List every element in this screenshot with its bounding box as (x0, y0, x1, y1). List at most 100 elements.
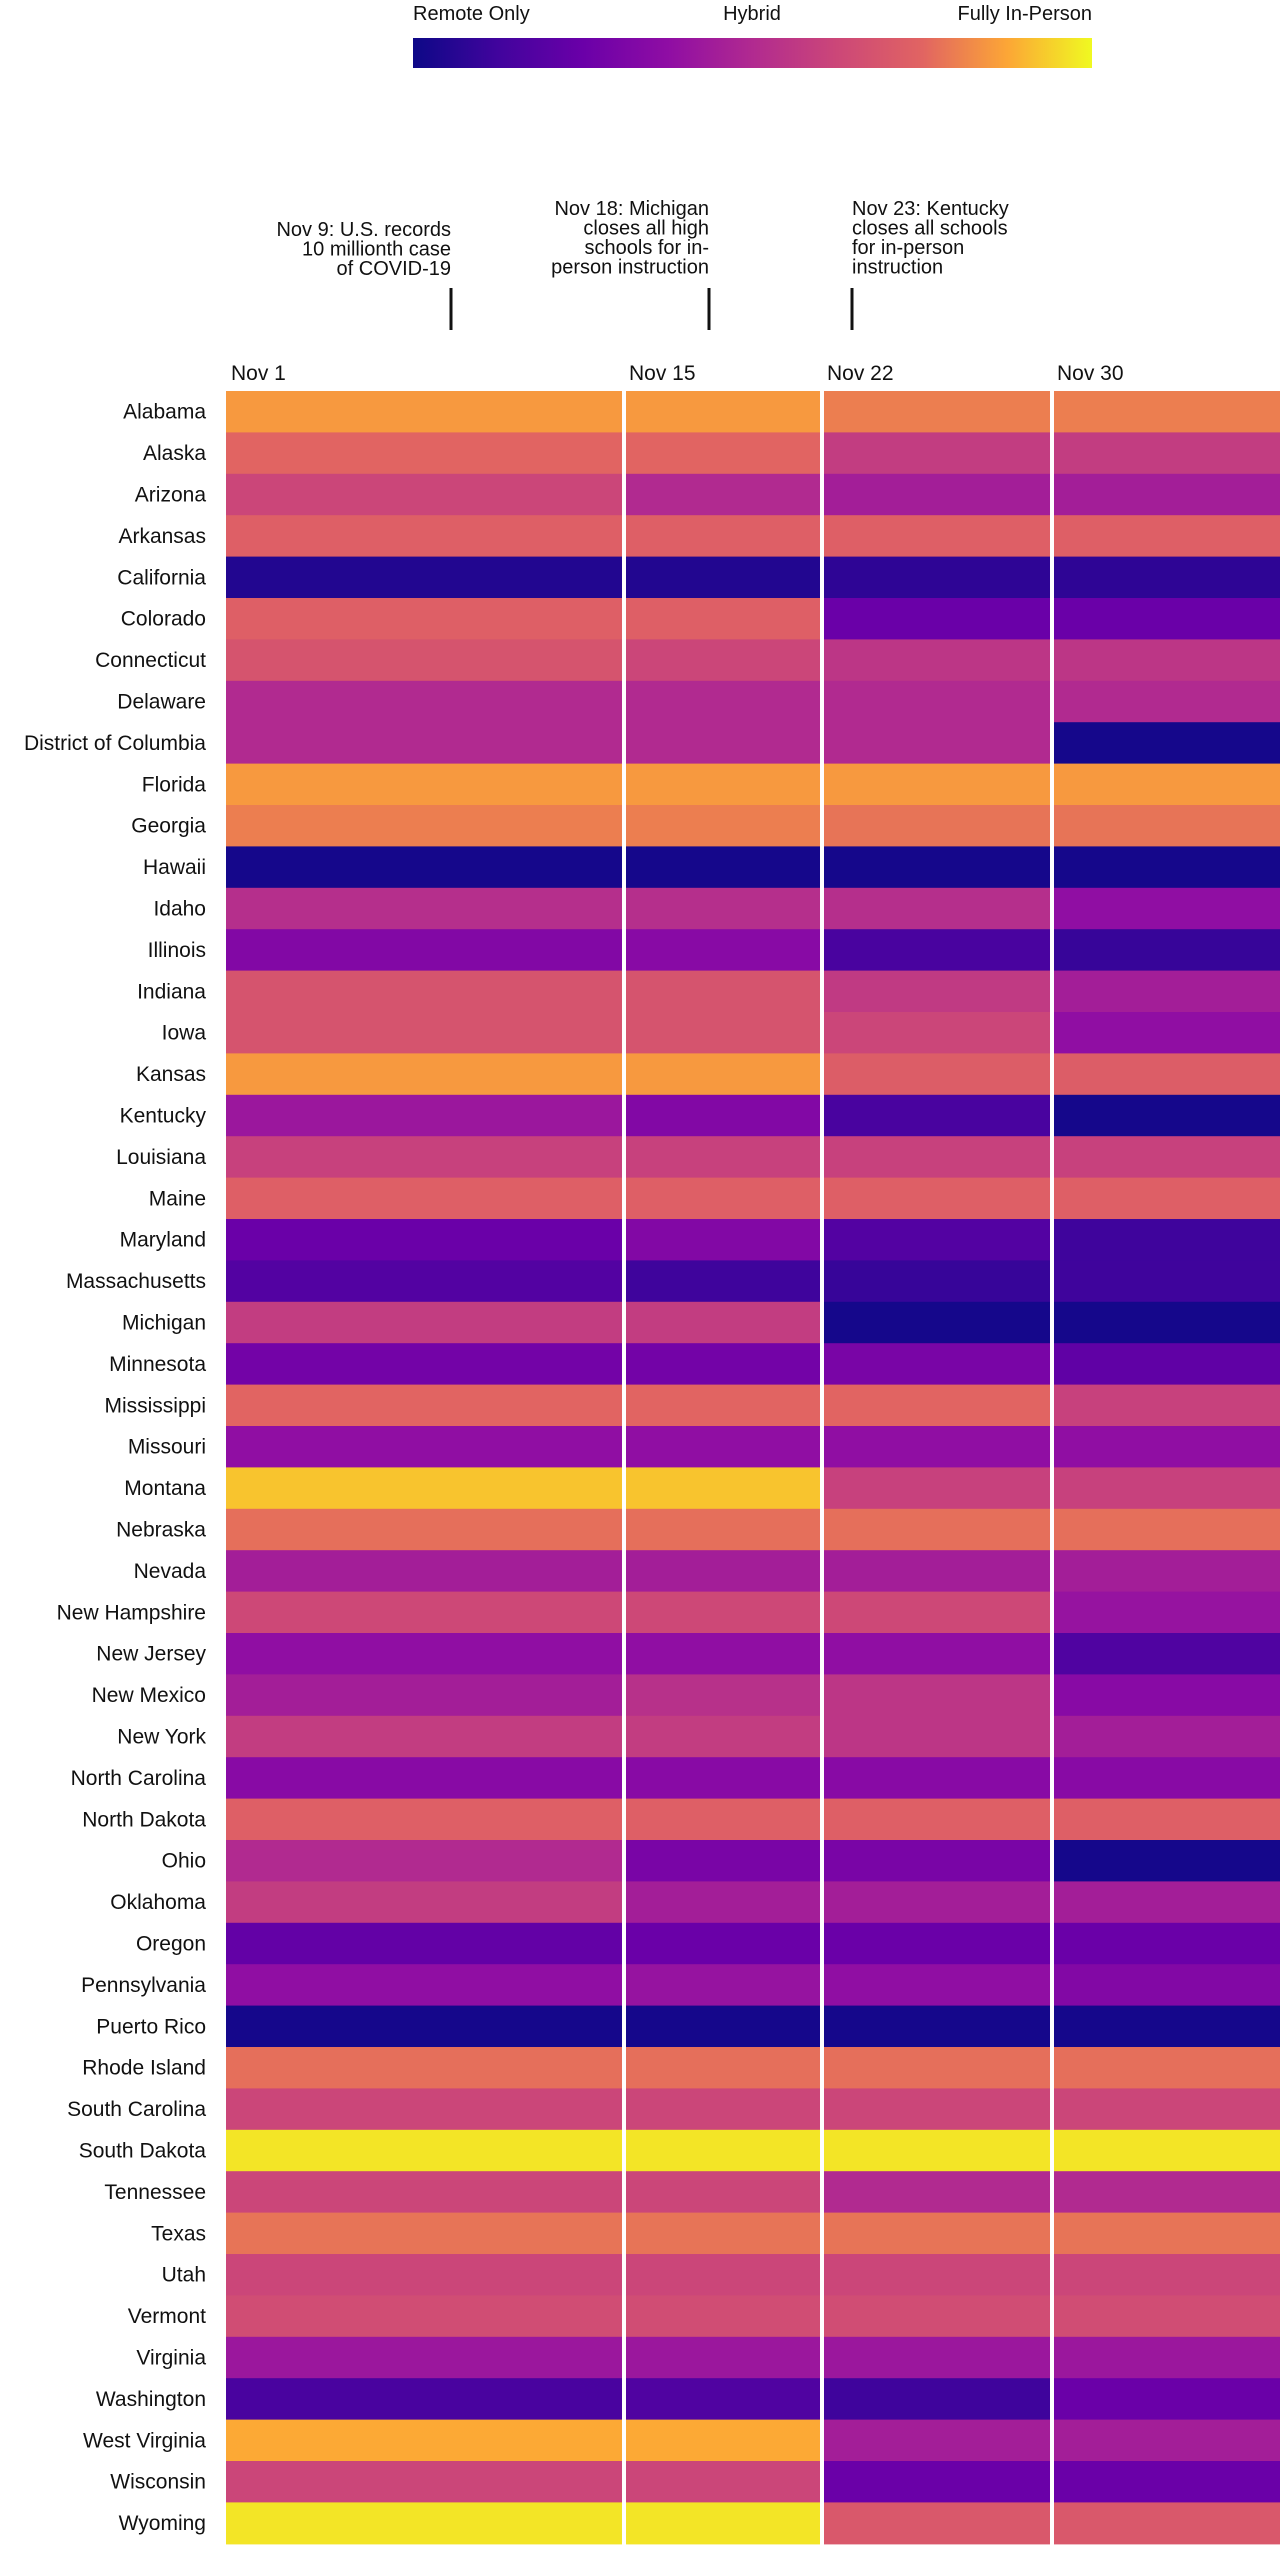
heatmap-cell (1052, 2336, 1280, 2379)
heatmap-cell (822, 2254, 1053, 2296)
row-label-connecticut: Connecticut (95, 649, 206, 672)
heatmap-cell (624, 2005, 823, 2048)
heatmap-cell (822, 473, 1053, 516)
heatmap-cell (822, 1798, 1053, 1841)
heatmap-cell (1052, 1301, 1280, 1344)
annotation-text-line: of COVID-19 (337, 258, 451, 280)
annotation-text-line: Nov 9: U.S. records (276, 219, 451, 241)
heatmap-cell (822, 391, 1053, 433)
heatmap-cell (624, 1426, 823, 1468)
annotation-text-line: schools for in- (585, 237, 710, 259)
row-label-hawaii: Hawaii (143, 856, 206, 879)
row-label-wyoming: Wyoming (119, 2512, 206, 2535)
heatmap-cell (822, 1467, 1053, 1510)
heatmap-cell (822, 2336, 1053, 2379)
heatmap-cell (1052, 1426, 1280, 1468)
heatmap-cell (624, 432, 823, 475)
heatmap-cell (1052, 556, 1280, 599)
heatmap-cell (822, 2461, 1053, 2503)
heatmap-cell (822, 1219, 1053, 1261)
row-label-delaware: Delaware (117, 691, 206, 714)
heatmap-cell (226, 1922, 625, 1965)
row-label-montana: Montana (124, 1477, 206, 1500)
heatmap-cell (822, 432, 1053, 475)
annotation-text-line: Nov 23: Kentucky (852, 198, 1009, 220)
heatmap-cell (1052, 1467, 1280, 1510)
annotation-text-line: person instruction (551, 257, 709, 279)
heatmap-cell (1052, 1591, 1280, 1634)
heatmap-cell (226, 722, 625, 765)
heatmap-cell (1052, 1384, 1280, 1427)
row-label-mississippi: Mississippi (104, 1394, 206, 1417)
heatmap-cell (822, 1964, 1053, 2007)
heatmap-cell (624, 1177, 823, 1220)
heatmap-cell (624, 2212, 823, 2255)
row-label-louisiana: Louisiana (116, 1146, 206, 1169)
heatmap-cell (822, 2047, 1053, 2089)
heatmap-cell (822, 1757, 1053, 1800)
heatmap-cell (822, 2212, 1053, 2255)
heatmap-cell (624, 2502, 823, 2545)
heatmap-cell (226, 763, 625, 806)
heatmap-cell (1052, 722, 1280, 765)
column-separators (622, 391, 1054, 2546)
heatmap-cell (624, 1094, 823, 1137)
heatmap-cell (822, 2378, 1053, 2421)
heatmap-cell (1052, 1343, 1280, 1386)
heatmap-cell (624, 1840, 823, 1882)
row-label-minnesota: Minnesota (109, 1353, 206, 1376)
legend-label-hybrid: Hybrid (723, 3, 781, 25)
heatmap-cell (226, 556, 625, 599)
row-label-south-dakota: South Dakota (79, 2140, 207, 2163)
row-label-kentucky: Kentucky (120, 1105, 207, 1128)
heatmap-cell (1052, 598, 1280, 640)
row-label-indiana: Indiana (137, 980, 206, 1003)
heatmap-cell (822, 2005, 1053, 2048)
heatmap-cell (226, 929, 625, 972)
heatmap-cell (1052, 1840, 1280, 1882)
heatmap-cell (226, 2088, 625, 2131)
heatmap-cell (1052, 1094, 1280, 1137)
heatmap-cell (822, 2295, 1053, 2338)
heatmap-cell (226, 1881, 625, 1924)
heatmap-cell (1052, 846, 1280, 889)
annotation-text-line: closes all schools (852, 218, 1008, 240)
row-label-maine: Maine (149, 1187, 206, 1210)
heatmap-cell (624, 1053, 823, 1096)
heatmap-cell (226, 1177, 625, 1220)
row-label-washington: Washington (96, 2388, 206, 2411)
row-label-nebraska: Nebraska (116, 1519, 206, 1542)
heatmap-cell (624, 2047, 823, 2089)
row-label-west-virginia: West Virginia (83, 2429, 206, 2452)
heatmap-cell (226, 2212, 625, 2255)
heatmap-cell (624, 846, 823, 889)
heatmap-cell (226, 1550, 625, 1593)
legend-label-fully-in-person: Fully In-Person (958, 3, 1093, 25)
heatmap-cell (1052, 2419, 1280, 2462)
annotation-text-line: 10 millionth case (302, 239, 451, 261)
row-label-new-hampshire: New Hampshire (57, 1601, 206, 1624)
legend-label-remote-only: Remote Only (413, 3, 530, 25)
heatmap-cell (1052, 1633, 1280, 1675)
row-label-kansas: Kansas (136, 1063, 206, 1086)
heatmap-cell (624, 1467, 823, 1510)
heatmap-cell (1052, 2295, 1280, 2338)
heatmap-cell (624, 2171, 823, 2214)
heatmap-cell (226, 1840, 625, 1882)
row-label-alabama: Alabama (123, 401, 206, 424)
heatmap-cell (822, 846, 1053, 889)
legend: Remote Only Hybrid Fully In-Person (413, 3, 1092, 68)
heatmap-cell (624, 1881, 823, 1924)
heatmap-cell (226, 1260, 625, 1303)
heatmap-cell (822, 722, 1053, 765)
annotation-text-line: Nov 18: Michigan (554, 198, 709, 220)
heatmap-cell (226, 2419, 625, 2462)
heatmap-cell (822, 1053, 1053, 1096)
row-labels: Alabama Alaska Arizona Arkansas California Co… (24, 401, 207, 2535)
heatmap-cell (624, 680, 823, 723)
heatmap-cell (226, 2129, 625, 2172)
heatmap-cell (822, 1177, 1053, 1220)
heatmap-cell (226, 2254, 625, 2296)
row-label-michigan: Michigan (122, 1312, 206, 1335)
